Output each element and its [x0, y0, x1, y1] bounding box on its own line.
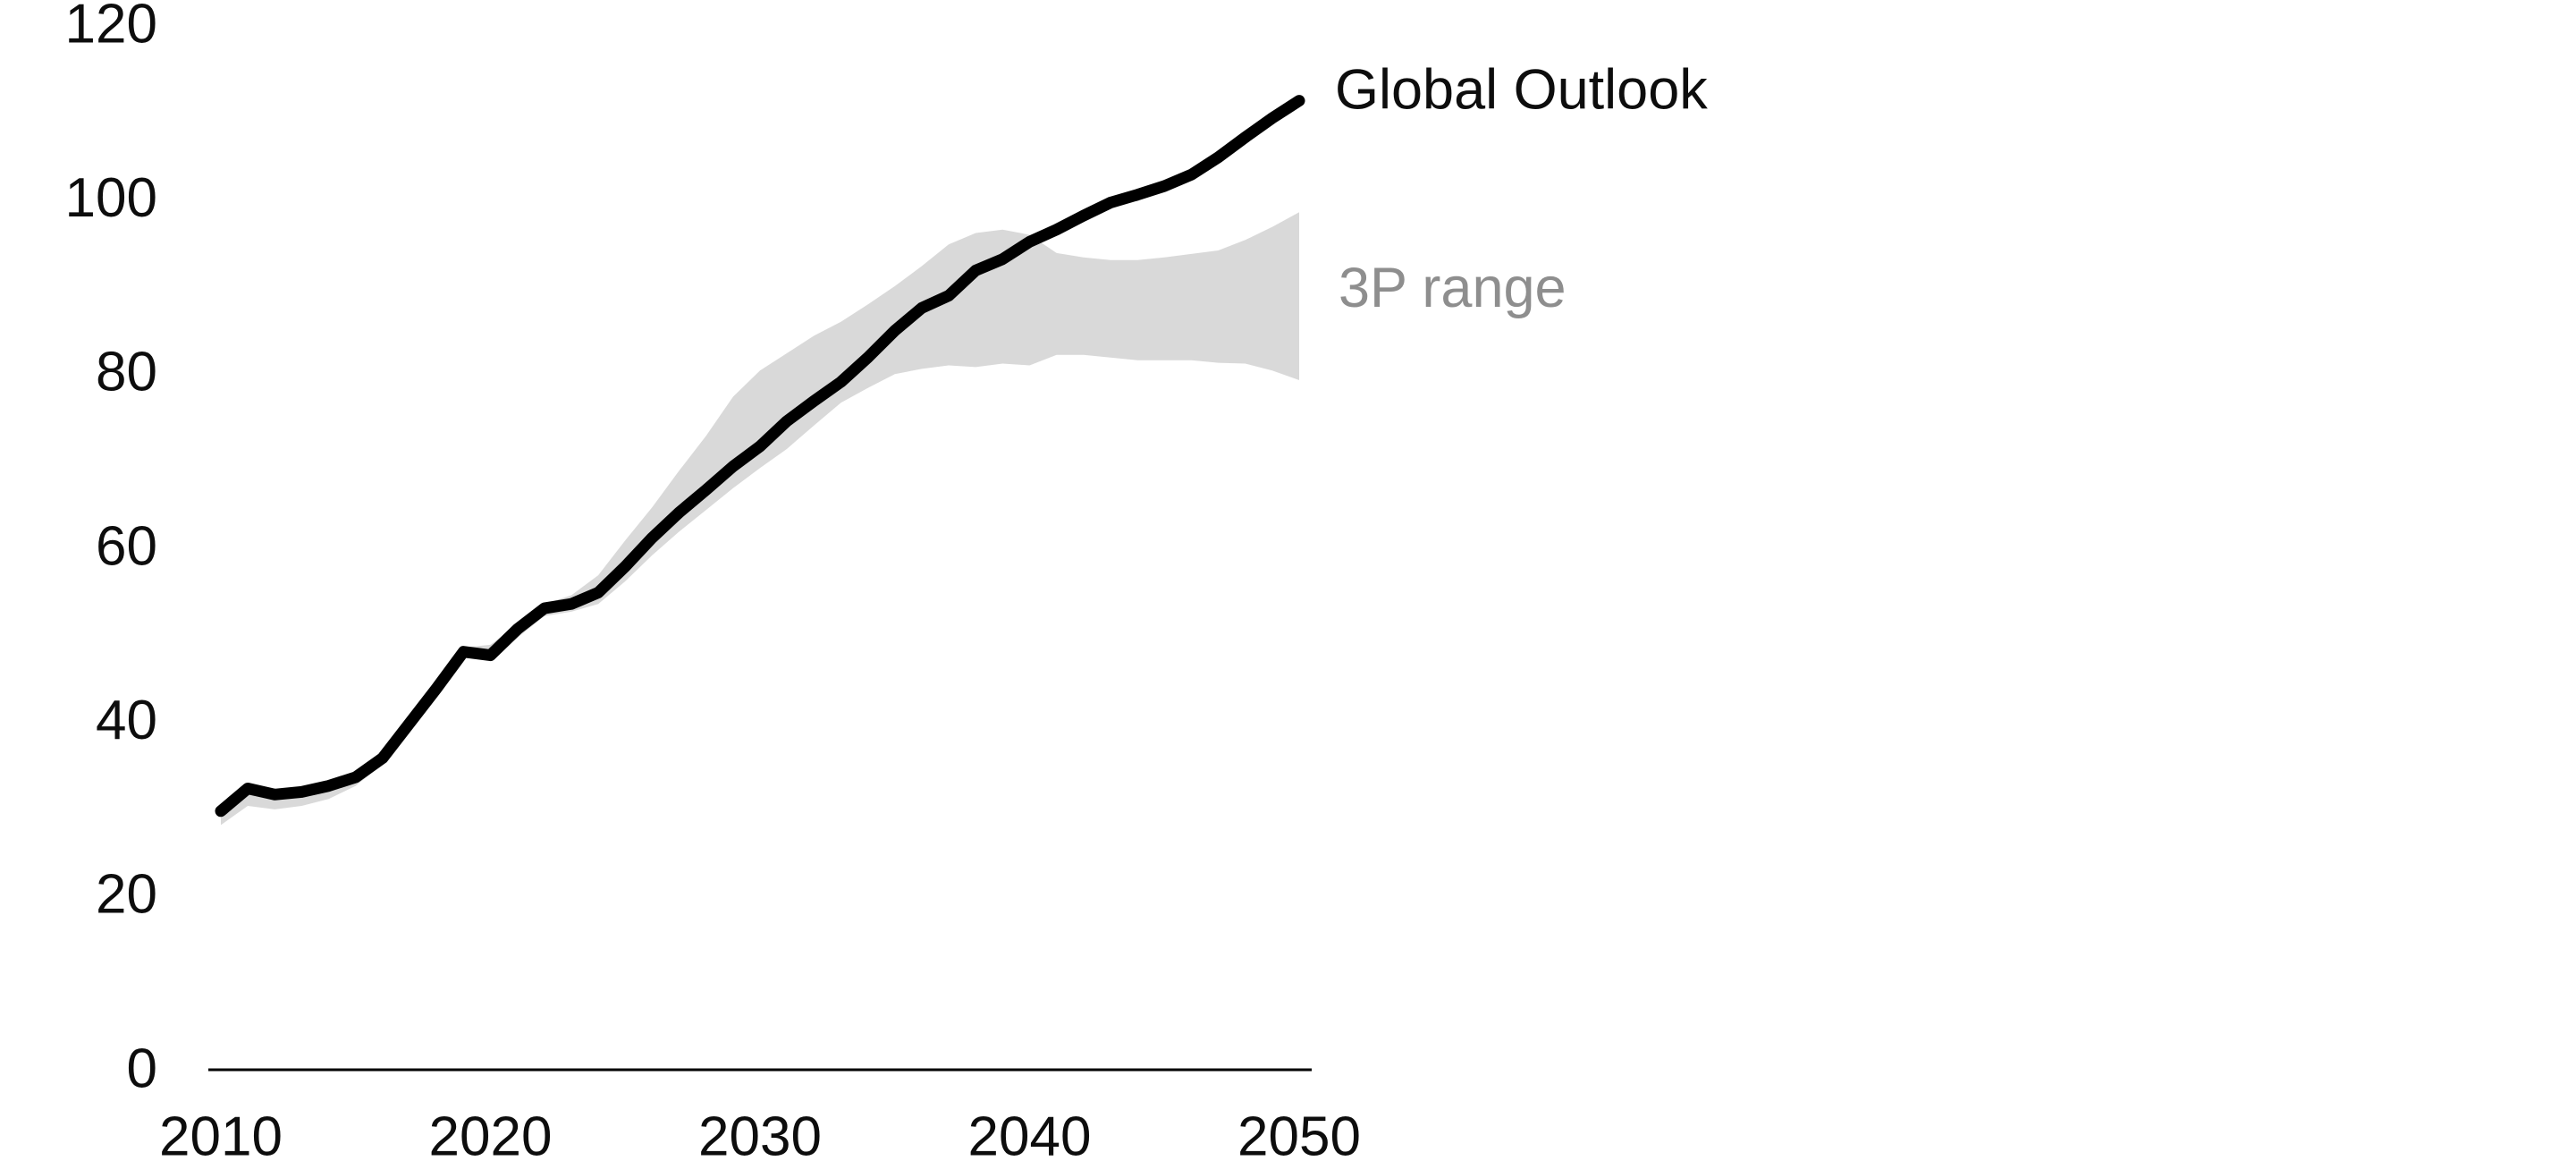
- y-axis-tick-label: 60: [96, 515, 157, 577]
- band-3p-range-area: [221, 212, 1299, 826]
- series-label-global-outlook: Global Outlook: [1335, 58, 1708, 121]
- y-axis-tick-label: 0: [127, 1038, 157, 1099]
- global-outlook-line: [215, 95, 1305, 818]
- y-axis-tick-label: 120: [65, 0, 157, 55]
- x-axis-tick-label: 2030: [698, 1106, 822, 1161]
- x-axis-tick-label: 2010: [159, 1106, 283, 1161]
- y-axis-tick-labels: 0 20 40 60 80 100 120: [65, 0, 157, 1099]
- series-label-3p-range: 3P range: [1339, 257, 1567, 319]
- x-axis-tick-label: 2040: [968, 1106, 1092, 1161]
- y-axis-tick-label: 20: [96, 864, 157, 926]
- x-axis-tick-labels: 2010 2020 2030 2040 2050: [159, 1106, 1361, 1161]
- y-axis-tick-label: 100: [65, 167, 157, 229]
- y-axis-tick-label: 80: [96, 342, 157, 403]
- y-axis-tick-label: 40: [96, 690, 157, 751]
- x-axis-tick-label: 2050: [1237, 1106, 1361, 1161]
- x-axis-tick-label: 2020: [429, 1106, 553, 1161]
